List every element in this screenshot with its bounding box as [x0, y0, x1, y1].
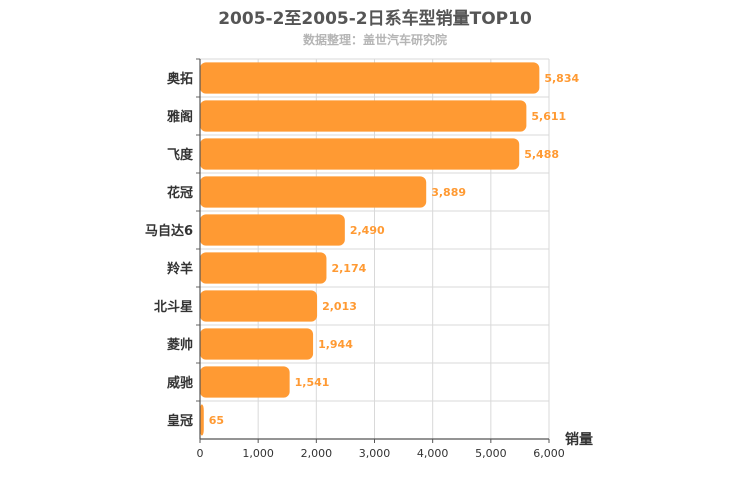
bar	[200, 214, 345, 246]
bar-value-label: 5,834	[544, 72, 579, 85]
bar	[200, 176, 427, 208]
x-tick-label: 3,000	[359, 447, 391, 460]
bar-value-label: 2,174	[331, 262, 366, 275]
category-label: 威驰	[167, 375, 193, 391]
bar-series: 5,834 5,611 5,488 3,889 2,490 2,174 2,013 1,944…	[200, 62, 579, 436]
bar-value-label: 5,611	[531, 110, 566, 123]
chart-subtitle: 数据整理：盖世汽车研究院	[302, 33, 447, 47]
x-tick-label: 0	[197, 447, 204, 460]
category-label: 菱帅	[167, 337, 193, 353]
x-tick-label: 5,000	[475, 447, 507, 460]
bar-value-label: 2,013	[322, 300, 357, 313]
category-label: 飞度	[167, 147, 194, 163]
bar	[200, 100, 527, 132]
grid-lines	[200, 58, 550, 440]
category-label: 北斗星	[154, 300, 193, 315]
bar	[200, 328, 314, 360]
category-label: 皇冠	[167, 413, 193, 429]
chart-title: 2005-2至2005-2日系车型销量TOP10	[218, 9, 532, 29]
bar-value-label: 2,490	[350, 224, 385, 237]
bar	[200, 138, 520, 170]
bar	[200, 404, 204, 436]
category-label: 马自达6	[145, 223, 193, 239]
bar-value-label: 1,944	[318, 338, 353, 351]
bar-value-label: 5,488	[524, 148, 559, 161]
bar	[200, 252, 327, 284]
category-label: 奥拓	[167, 71, 193, 87]
x-tick-label: 1,000	[242, 447, 274, 460]
x-axis-title: 销量	[565, 431, 593, 448]
bar	[200, 290, 318, 322]
bar	[200, 62, 540, 94]
bar-value-label: 65	[209, 414, 224, 427]
x-tick-label: 4,000	[417, 447, 449, 460]
bar	[200, 366, 290, 398]
bar-value-label: 3,889	[431, 186, 466, 199]
category-label: 雅阁	[167, 109, 193, 125]
x-tick-label: 2,000	[301, 447, 333, 460]
category-label: 花冠	[167, 185, 193, 201]
category-label: 羚羊	[167, 261, 193, 277]
bar-value-label: 1,541	[295, 376, 330, 389]
x-tick-label: 6,000	[533, 447, 565, 460]
